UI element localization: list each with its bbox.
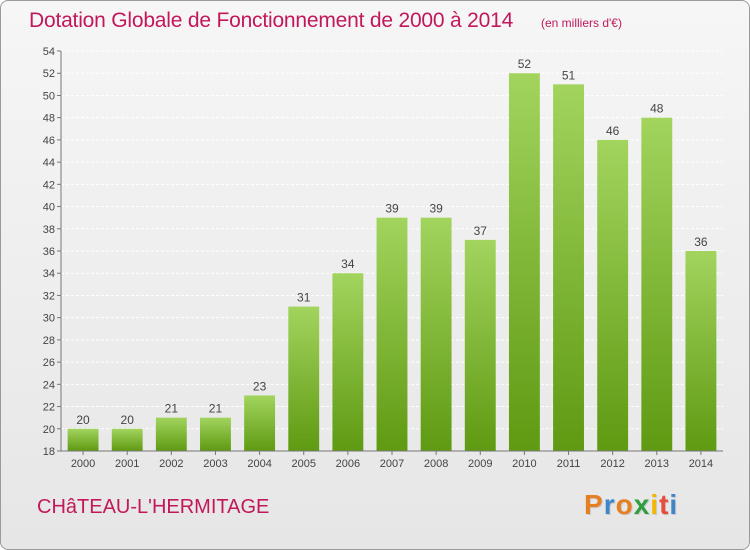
y-tick-label: 46 [43, 135, 55, 147]
x-tick-label: 2009 [468, 458, 492, 470]
bar [111, 428, 143, 451]
data-label: 48 [650, 102, 664, 116]
logo-letter: P [584, 489, 604, 520]
data-label: 31 [297, 291, 311, 305]
x-tick-label: 2013 [645, 458, 669, 470]
bar [67, 428, 99, 451]
bar [332, 273, 364, 451]
y-tick-label: 30 [43, 313, 55, 325]
y-tick-label: 26 [43, 357, 55, 369]
y-tick-label: 28 [43, 335, 55, 347]
logo-letter: t [659, 489, 670, 520]
x-tick-label: 2012 [600, 458, 624, 470]
x-tick-label: 2003 [203, 458, 227, 470]
y-tick-label: 54 [43, 46, 55, 58]
x-tick-label: 2008 [424, 458, 448, 470]
axes: 18 20 22 24 26 28 30 32 34 36 38 40 42 44 46 48 50 52 54 20… [43, 46, 723, 470]
x-tick-label: 2004 [247, 458, 271, 470]
y-tick-label: 32 [43, 290, 55, 302]
y-tick-label: 40 [43, 202, 55, 214]
y-tick-label: 52 [43, 68, 55, 80]
bar [597, 139, 629, 451]
logo-letter: r [603, 489, 616, 520]
data-label: 21 [209, 402, 223, 416]
bar [244, 395, 276, 451]
data-label: 34 [341, 257, 355, 271]
y-tick-label: 22 [43, 402, 55, 414]
commune-name: CHâTEAU-L'HERMITAGE [37, 496, 270, 518]
x-tick-label: 2000 [71, 458, 95, 470]
bar [288, 306, 320, 451]
x-tick-label: 2007 [380, 458, 404, 470]
data-label: 39 [385, 202, 399, 216]
chart-title: Dotation Globale de Fonctionnement de 20… [29, 9, 514, 32]
bar [376, 217, 408, 451]
logo-letter: i [650, 489, 660, 520]
x-tick-label: 2014 [689, 458, 713, 470]
chart-unit: (en milliers d'€) [541, 16, 622, 30]
data-label: 51 [562, 68, 576, 82]
bar [641, 117, 673, 452]
bar [553, 84, 584, 451]
data-label: 20 [76, 413, 90, 427]
bar [508, 73, 540, 451]
data-label: 52 [518, 57, 532, 71]
data-label: 36 [694, 235, 708, 249]
y-tick-label: 42 [43, 179, 55, 191]
y-tick-label: 50 [43, 90, 55, 102]
bar [464, 239, 496, 451]
data-label: 21 [165, 402, 179, 416]
labels: 20 20 21 21 23 31 34 39 39 37 52 51 46 48 36 [76, 57, 708, 427]
y-tick-label: 36 [43, 246, 55, 258]
proxiti-logo: Proxiti [584, 489, 678, 521]
x-tick-label: 2010 [512, 458, 536, 470]
logo-letter: x [633, 489, 651, 520]
y-tick-label: 34 [43, 268, 55, 280]
data-label: 20 [121, 413, 135, 427]
y-tick-label: 20 [43, 424, 55, 436]
y-tick-label: 18 [43, 446, 55, 458]
data-label: 23 [253, 379, 267, 393]
bar [685, 251, 717, 451]
logo-letter: i [669, 489, 679, 520]
bar [420, 217, 452, 451]
x-tick-label: 2005 [291, 458, 315, 470]
bars [67, 73, 717, 452]
data-label: 37 [474, 224, 488, 238]
data-label: 39 [429, 202, 443, 216]
x-tick-label: 2002 [159, 458, 183, 470]
y-tick-label: 44 [43, 157, 55, 169]
bar [200, 417, 231, 451]
data-label: 46 [606, 124, 620, 138]
logo-letter: o [615, 489, 634, 520]
y-tick-label: 48 [43, 113, 55, 125]
y-tick-label: 38 [43, 224, 55, 236]
x-tick-label: 2006 [336, 458, 360, 470]
x-tick-label: 2011 [557, 458, 581, 470]
x-tick-label: 2001 [115, 458, 139, 470]
y-tick-label: 24 [43, 379, 55, 391]
bar [155, 417, 187, 451]
